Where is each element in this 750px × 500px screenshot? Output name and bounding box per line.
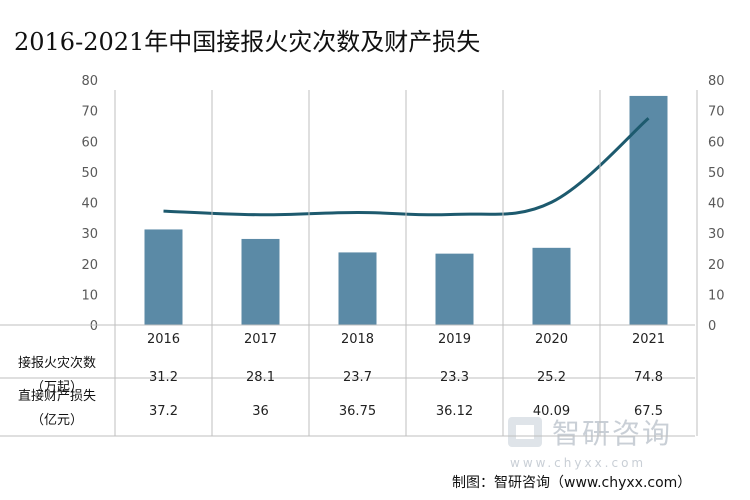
table-cell: 74.8 xyxy=(634,370,663,385)
y-right-tick-label: 0 xyxy=(708,319,716,334)
y-left-tick-label: 60 xyxy=(81,135,98,150)
category-label: 2016 xyxy=(147,332,180,347)
line-series xyxy=(163,117,650,217)
y-left-tick-label: 50 xyxy=(81,166,98,181)
row-label: 直接财产损失 xyxy=(18,388,96,404)
table-cell: 37.2 xyxy=(149,404,178,419)
y-right-tick-label: 70 xyxy=(708,105,725,120)
row-label-unit: （万起） xyxy=(31,380,83,395)
category-label: 2020 xyxy=(535,332,568,347)
data-table: 2016 2017 2018 2019 2020 2021 接报火灾次数 （万起）直接财产损失… xyxy=(0,90,698,437)
bar xyxy=(241,238,280,325)
y-left-tick-label: 0 xyxy=(90,319,98,334)
y-left-tick-label: 10 xyxy=(81,288,98,303)
y-left-tick-label: 80 xyxy=(81,74,98,89)
watermark-url: www.chyxx.com xyxy=(510,456,646,470)
y-right-tick-label: 80 xyxy=(708,74,725,89)
y-left-tick-label: 70 xyxy=(81,105,98,120)
table-cell: 67.5 xyxy=(634,404,663,419)
y-right-tick-label: 50 xyxy=(708,166,725,181)
table-cell: 25.2 xyxy=(537,370,566,385)
watermark-text: 智研咨询 xyxy=(552,417,672,450)
y-left-tick-label: 20 xyxy=(81,258,98,273)
table-cell: 31.2 xyxy=(149,370,178,385)
table-cell: 36.75 xyxy=(339,404,376,419)
y-right-tick-label: 20 xyxy=(708,258,725,273)
y-left-tick-label: 40 xyxy=(81,197,98,212)
table-cell: 23.3 xyxy=(440,370,469,385)
table-cell: 23.7 xyxy=(343,370,372,385)
table-cell: 28.1 xyxy=(246,370,275,385)
bar xyxy=(338,252,377,325)
y-right-tick-label: 10 xyxy=(708,288,725,303)
watermark-logo-inner xyxy=(516,425,534,439)
watermark: 智研咨询 www.chyxx.com xyxy=(508,417,672,470)
category-label: 2017 xyxy=(244,332,277,347)
bar xyxy=(435,253,474,325)
y-right-tick-label: 60 xyxy=(708,135,725,150)
line-path xyxy=(163,117,650,217)
table-cell: 40.09 xyxy=(533,404,570,419)
y-right-tick-label: 40 xyxy=(708,197,725,212)
bar xyxy=(532,247,571,325)
right-axis: 0 10 20 30 40 50 60 70 80 xyxy=(708,74,725,334)
bar-series xyxy=(144,95,668,325)
row-label-unit: （亿元） xyxy=(31,413,83,428)
left-axis: 0 10 20 30 40 50 60 70 80 xyxy=(81,74,98,334)
watermark-logo-icon xyxy=(508,417,542,447)
table-cell: 36 xyxy=(252,404,269,419)
y-right-tick-label: 30 xyxy=(708,227,725,242)
bar xyxy=(144,229,183,325)
row-label: 接报火灾次数 xyxy=(18,355,96,371)
category-label: 2021 xyxy=(632,332,665,347)
bar xyxy=(629,95,668,325)
category-label: 2018 xyxy=(341,332,374,347)
chart-title: 2016-2021年中国接报火灾次数及财产损失 xyxy=(14,28,481,56)
y-left-tick-label: 30 xyxy=(81,227,98,242)
source-note: 制图：智研咨询（www.chyxx.com） xyxy=(452,475,692,491)
category-label: 2019 xyxy=(438,332,471,347)
table-cell: 36.12 xyxy=(436,404,473,419)
